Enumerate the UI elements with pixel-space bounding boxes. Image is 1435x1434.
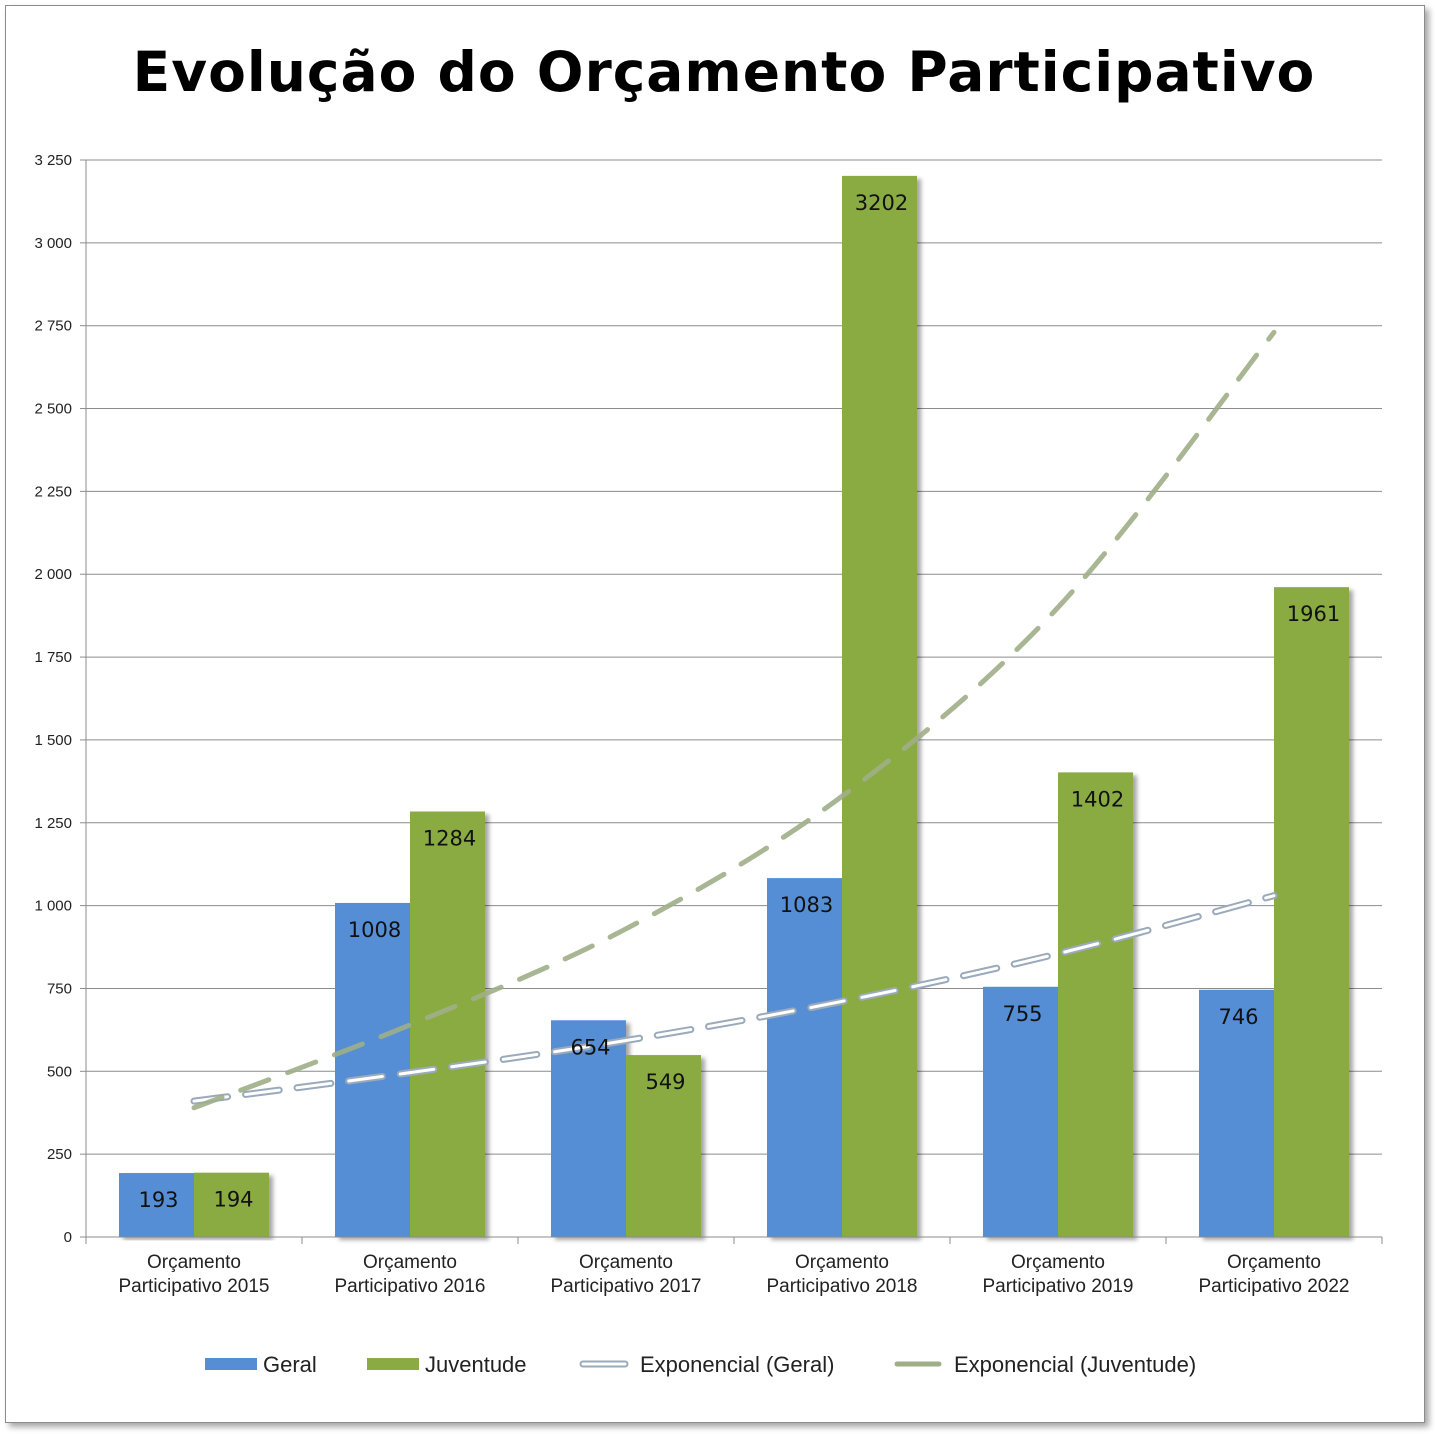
data-label: 755 [1002,1002,1042,1026]
bar-geral [983,986,1058,1237]
x-category-label: Orçamento [795,1252,889,1273]
bar-geral [1199,989,1274,1237]
legend-geral: Geral [205,1352,317,1377]
data-label: 1008 [348,918,401,942]
y-tick-label: 500 [47,1063,72,1080]
data-label: 194 [213,1188,253,1212]
bar-juventude [194,1172,269,1237]
legend-exponencial-juventude: Exponencial (Juventude) [894,1352,1196,1377]
x-category-label: Participativo 2019 [982,1276,1133,1297]
bar-juventude [1274,587,1349,1237]
data-label: 549 [645,1070,685,1094]
y-tick-label: 2 750 [34,318,72,335]
legend-geral-swatch [205,1358,257,1370]
y-tick-label: 1 000 [34,898,72,915]
data-label: 1083 [780,893,833,917]
bar-geral [335,902,410,1237]
data-label: 193 [138,1188,178,1212]
x-category-label: Orçamento [147,1252,241,1273]
bar-geral [767,878,842,1237]
y-tick-label: 1 500 [34,732,72,749]
x-category-label: Participativo 2017 [550,1276,701,1297]
legend-geral-label: Geral [263,1352,317,1377]
y-tick-label: 0 [64,1229,72,1246]
legend-juventude-swatch [367,1358,419,1370]
bar-juventude [1058,772,1133,1237]
x-category-label: Orçamento [1011,1252,1105,1273]
y-tick-label: 2 250 [34,483,72,500]
data-label: 1961 [1287,602,1340,626]
trendline-geral-inner [192,894,1276,1103]
data-label: 1284 [423,827,476,851]
x-category-label: Orçamento [1227,1252,1321,1273]
chart-title: Evolução do Orçamento Participativo [132,40,1316,104]
data-label: 746 [1218,1005,1258,1029]
data-label: 3202 [855,191,908,215]
x-category-label: Orçamento [579,1252,673,1273]
x-category-label: Participativo 2016 [334,1276,485,1297]
y-tick-label: 2 000 [34,566,72,583]
bar-geral [551,1020,626,1237]
bar-juventude [842,175,917,1237]
y-tick-label: 750 [47,980,72,997]
x-category-label: Participativo 2018 [766,1276,917,1297]
legend-exponencial-juventude-label: Exponencial (Juventude) [954,1352,1196,1377]
legend-juventude: Juventude [367,1352,527,1377]
bar-juventude [626,1055,701,1237]
y-tick-label: 2 500 [34,401,72,418]
x-category-label: Participativo 2022 [1198,1276,1349,1297]
bar-geral [119,1173,194,1237]
y-tick-label: 3 000 [34,235,72,252]
legend-exponencial-geral: Exponencial (Geral) [579,1352,834,1377]
x-category-label: Participativo 2015 [118,1276,269,1297]
y-tick-label: 250 [47,1146,72,1163]
x-category-label: Orçamento [363,1252,457,1273]
legend-exponencial-geral-label: Exponencial (Geral) [640,1352,834,1377]
y-tick-label: 1 750 [34,649,72,666]
y-tick-label: 3 250 [34,152,72,169]
bar-juventude [410,811,485,1237]
trendline-juventude [191,329,1277,1111]
data-label: 1402 [1071,787,1124,811]
legend-juventude-label: Juventude [425,1352,527,1377]
y-tick-label: 1 250 [34,815,72,832]
data-label: 654 [570,1035,610,1059]
